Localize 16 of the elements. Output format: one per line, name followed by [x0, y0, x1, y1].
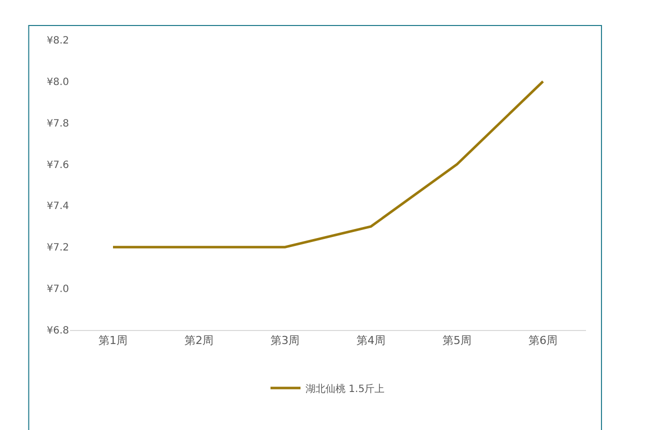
x-tick-label: 第6周 — [528, 334, 558, 348]
y-tick-label: ¥6.8 — [46, 326, 69, 336]
y-tick-label: ¥7.0 — [46, 284, 69, 296]
line-series — [112, 80, 544, 248]
y-tick-label: ¥7.6 — [46, 160, 69, 171]
y-tick-label: ¥7.2 — [46, 242, 69, 254]
y-tick-label: ¥8.0 — [46, 76, 69, 88]
y-tick-label: ¥7.4 — [46, 201, 69, 212]
x-tick-label: 第3周 — [270, 334, 300, 348]
legend-label: 湖北仙桃 1.5斤上 — [306, 382, 385, 395]
x-tick-label: 第4周 — [356, 334, 386, 348]
y-tick-label: ¥7.8 — [46, 118, 69, 130]
x-tick-label: 第5周 — [442, 334, 472, 348]
x-tick-label: 第2周 — [184, 334, 214, 348]
y-tick-label: ¥8.2 — [46, 36, 69, 46]
x-tick-label: 第1周 — [98, 334, 128, 348]
